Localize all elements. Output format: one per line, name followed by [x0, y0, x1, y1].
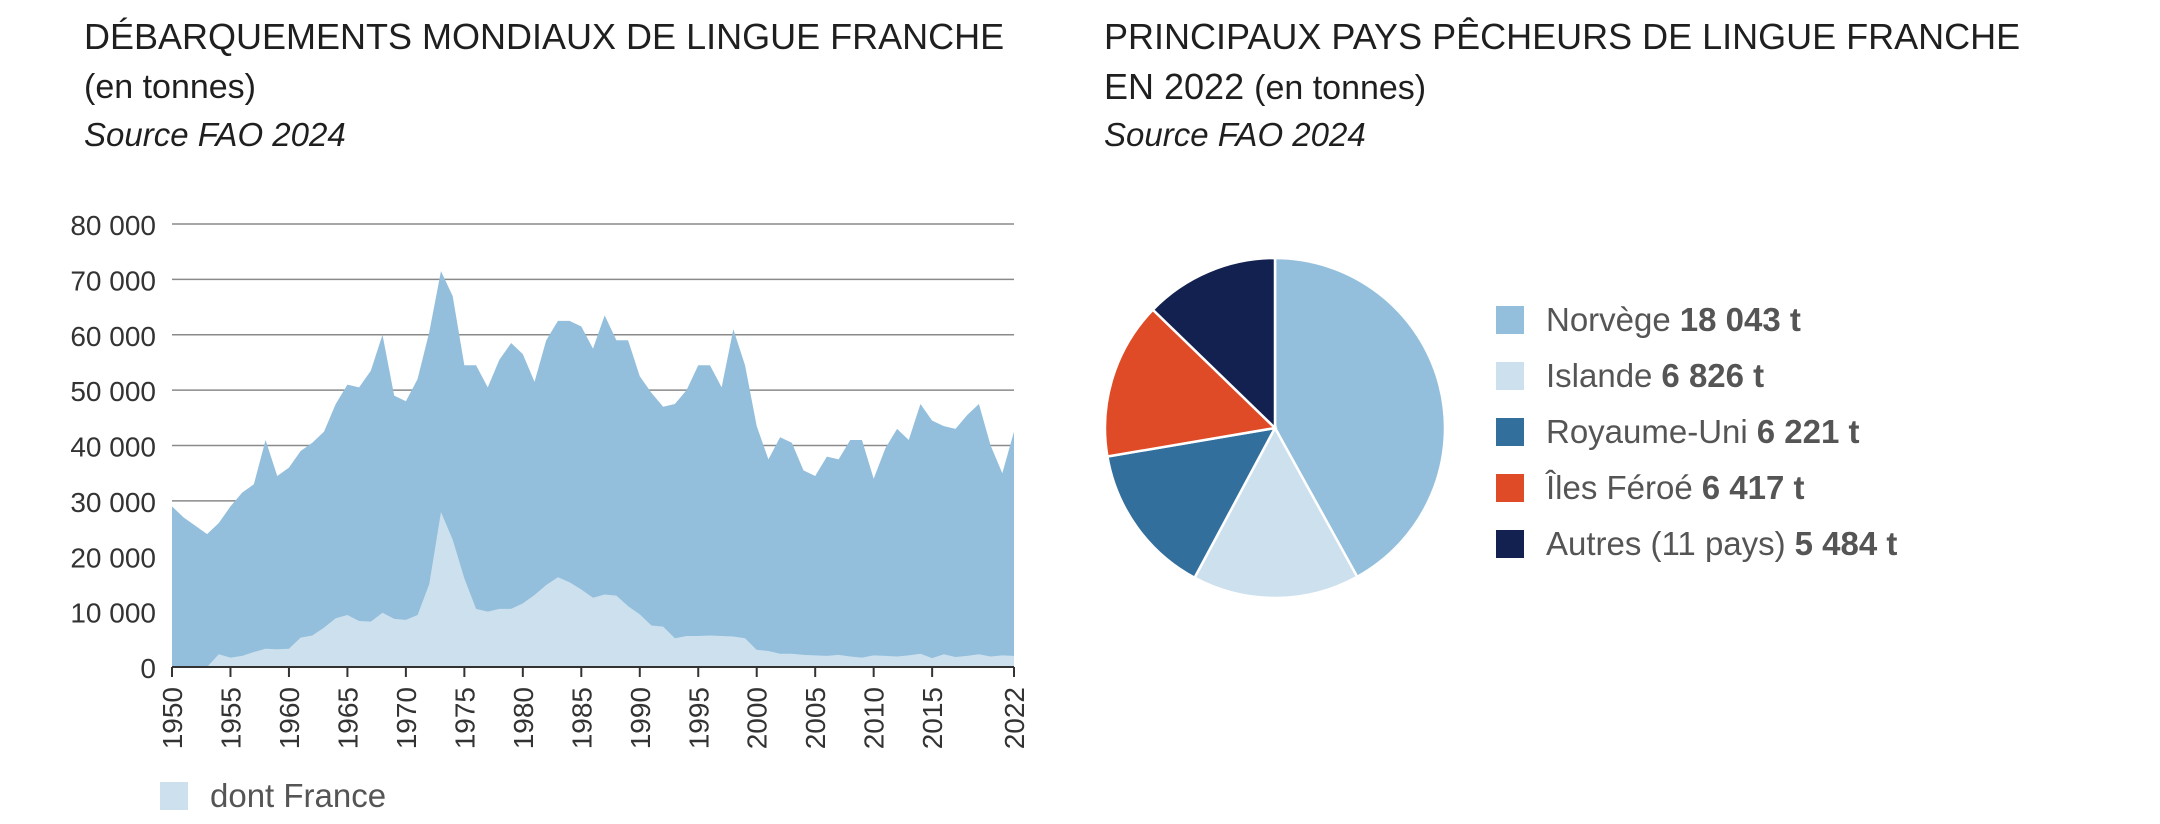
countries-title-line2: EN 2022 — [1104, 66, 1245, 107]
countries-title: PRINCIPAUX PAYS PÊCHEURS DE LINGUE FRANC… — [1104, 12, 2020, 113]
x-tick-label: 1950 — [157, 687, 188, 749]
pie-legend-item: Islande 6 826 t — [1496, 356, 1764, 396]
countries-title-line1: PRINCIPAUX PAYS PÊCHEURS DE LINGUE FRANC… — [1104, 16, 2021, 57]
area-chart-y-axis: 0 10 000 20 000 30 000 40 000 50 000 60 000 70 … — [70, 210, 156, 684]
pie-slice — [1151, 256, 1277, 431]
landings-area-chart: 0 10 000 20 000 30 000 40 000 50 000 60 000 70 … — [70, 210, 1030, 749]
countries-title-unit: (en tonnes) — [1254, 69, 1427, 107]
landings-panel: DÉBARQUEMENTS MONDIAUX DE LINGUE FRANCHE… — [70, 12, 1030, 816]
pie-legend-swatch — [1496, 530, 1524, 558]
pie-legend-label: Royaume-Uni — [1546, 413, 1748, 450]
pie-legend-swatch — [1496, 306, 1524, 334]
pie-slice — [1103, 307, 1278, 458]
pie-legend-label: Autres (11 pays) — [1546, 525, 1786, 562]
pie-legend-swatch — [1496, 474, 1524, 502]
landings-title: DÉBARQUEMENTS MONDIAUX DE LINGUE FRANCHE… — [84, 12, 1004, 112]
countries-pie-chart — [1103, 256, 1447, 600]
france-legend-item: dont France — [160, 776, 386, 816]
pie-legend-label: Norvège — [1546, 301, 1671, 338]
pie-legend-item: Norvège 18 043 t — [1496, 300, 1801, 340]
area-chart-series — [172, 271, 1014, 667]
pie-legend-value: 6 417 t — [1701, 469, 1805, 506]
pie-slice — [1273, 256, 1447, 579]
pie-legend-value: 5 484 t — [1794, 525, 1898, 562]
pie-legend-label: Îles Féroé — [1546, 469, 1693, 506]
y-tick-label: 70 000 — [70, 265, 156, 296]
y-tick-label: 50 000 — [70, 376, 156, 407]
x-tick-label: 1995 — [683, 687, 714, 749]
x-tick-label: 2010 — [859, 687, 890, 749]
x-tick-label: 1990 — [625, 687, 656, 749]
x-tick-label: 2000 — [742, 687, 773, 749]
x-tick-label: 1985 — [566, 687, 597, 749]
pie-legend-label: Islande — [1546, 357, 1653, 394]
x-tick-label: 1955 — [215, 687, 246, 749]
landings-source: Source FAO 2024 — [84, 116, 346, 153]
x-tick-label: 1970 — [391, 687, 422, 749]
france-landings-area — [172, 511, 1014, 667]
world-landings-area — [172, 271, 1014, 667]
pie-legend-value: 6 826 t — [1661, 357, 1765, 394]
pie-legend-item: Royaume-Uni 6 221 t — [1496, 412, 1860, 452]
x-tick-label: 1960 — [274, 687, 305, 749]
y-tick-label: 20 000 — [70, 542, 156, 573]
pie-legend-item: Îles Féroé 6 417 t — [1496, 468, 1804, 508]
x-tick-label: 1975 — [449, 687, 480, 749]
y-tick-label: 80 000 — [70, 210, 156, 241]
france-legend-swatch — [160, 782, 188, 810]
pie-legend-swatch — [1496, 362, 1524, 390]
pie-legend-item: Autres (11 pays) 5 484 t — [1496, 524, 1897, 564]
x-tick-label: 2015 — [917, 687, 948, 749]
landings-title-unit: (en tonnes) — [84, 68, 256, 106]
x-tick-label: 2005 — [800, 687, 831, 749]
x-tick-label: 2022 — [999, 687, 1030, 749]
landings-title-main: DÉBARQUEMENTS MONDIAUX DE LINGUE FRANCHE — [84, 16, 1005, 57]
x-tick-label: 1980 — [508, 687, 539, 749]
pie-legend-value: 6 221 t — [1756, 413, 1860, 450]
area-chart-x-axis: 1950 1955 1960 1965 1970 1975 1980 1985 1990 1995… — [157, 666, 1030, 749]
pie-slice — [1105, 426, 1278, 580]
countries-panel: PRINCIPAUX PAYS PÊCHEURS DE LINGUE FRANC… — [1080, 0, 2160, 824]
y-tick-label: 0 — [140, 653, 156, 684]
pie-slice — [1192, 425, 1359, 600]
pie-legend-swatch — [1496, 418, 1524, 446]
y-tick-label: 60 000 — [70, 321, 156, 352]
y-tick-label: 10 000 — [70, 598, 156, 629]
france-legend-label: dont France — [210, 777, 387, 814]
x-tick-label: 1965 — [332, 687, 363, 749]
countries-source: Source FAO 2024 — [1104, 116, 1366, 153]
pie-legend-value: 18 043 t — [1679, 301, 1801, 338]
y-tick-label: 30 000 — [70, 487, 156, 518]
y-tick-label: 40 000 — [70, 432, 156, 463]
